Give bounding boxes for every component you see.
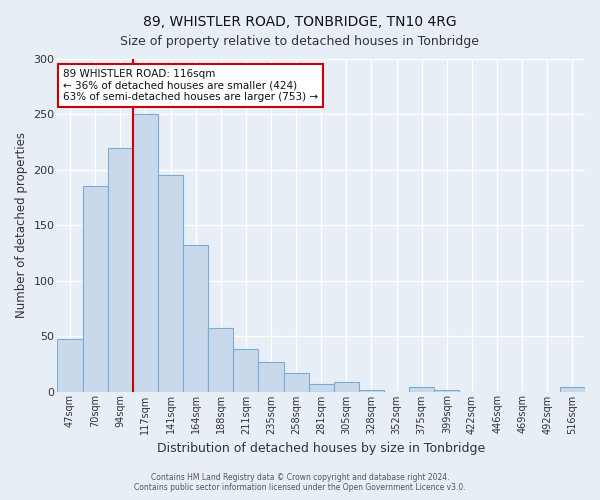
Y-axis label: Number of detached properties: Number of detached properties xyxy=(15,132,28,318)
X-axis label: Distribution of detached houses by size in Tonbridge: Distribution of detached houses by size … xyxy=(157,442,485,455)
Text: 89, WHISTLER ROAD, TONBRIDGE, TN10 4RG: 89, WHISTLER ROAD, TONBRIDGE, TN10 4RG xyxy=(143,15,457,29)
Bar xyxy=(158,176,183,392)
Bar xyxy=(359,390,384,392)
Text: Contains HM Land Registry data © Crown copyright and database right 2024.
Contai: Contains HM Land Registry data © Crown c… xyxy=(134,473,466,492)
Bar xyxy=(334,382,359,392)
Bar xyxy=(284,372,308,392)
Bar xyxy=(233,350,259,392)
Bar xyxy=(560,387,585,392)
Bar xyxy=(208,328,233,392)
Bar xyxy=(183,245,208,392)
Bar xyxy=(58,340,83,392)
Bar xyxy=(308,384,334,392)
Bar xyxy=(83,186,108,392)
Bar xyxy=(259,362,284,392)
Bar xyxy=(409,387,434,392)
Bar xyxy=(133,114,158,392)
Text: Size of property relative to detached houses in Tonbridge: Size of property relative to detached ho… xyxy=(121,35,479,48)
Bar xyxy=(434,390,460,392)
Text: 89 WHISTLER ROAD: 116sqm
← 36% of detached houses are smaller (424)
63% of semi-: 89 WHISTLER ROAD: 116sqm ← 36% of detach… xyxy=(63,69,318,102)
Bar xyxy=(108,148,133,392)
